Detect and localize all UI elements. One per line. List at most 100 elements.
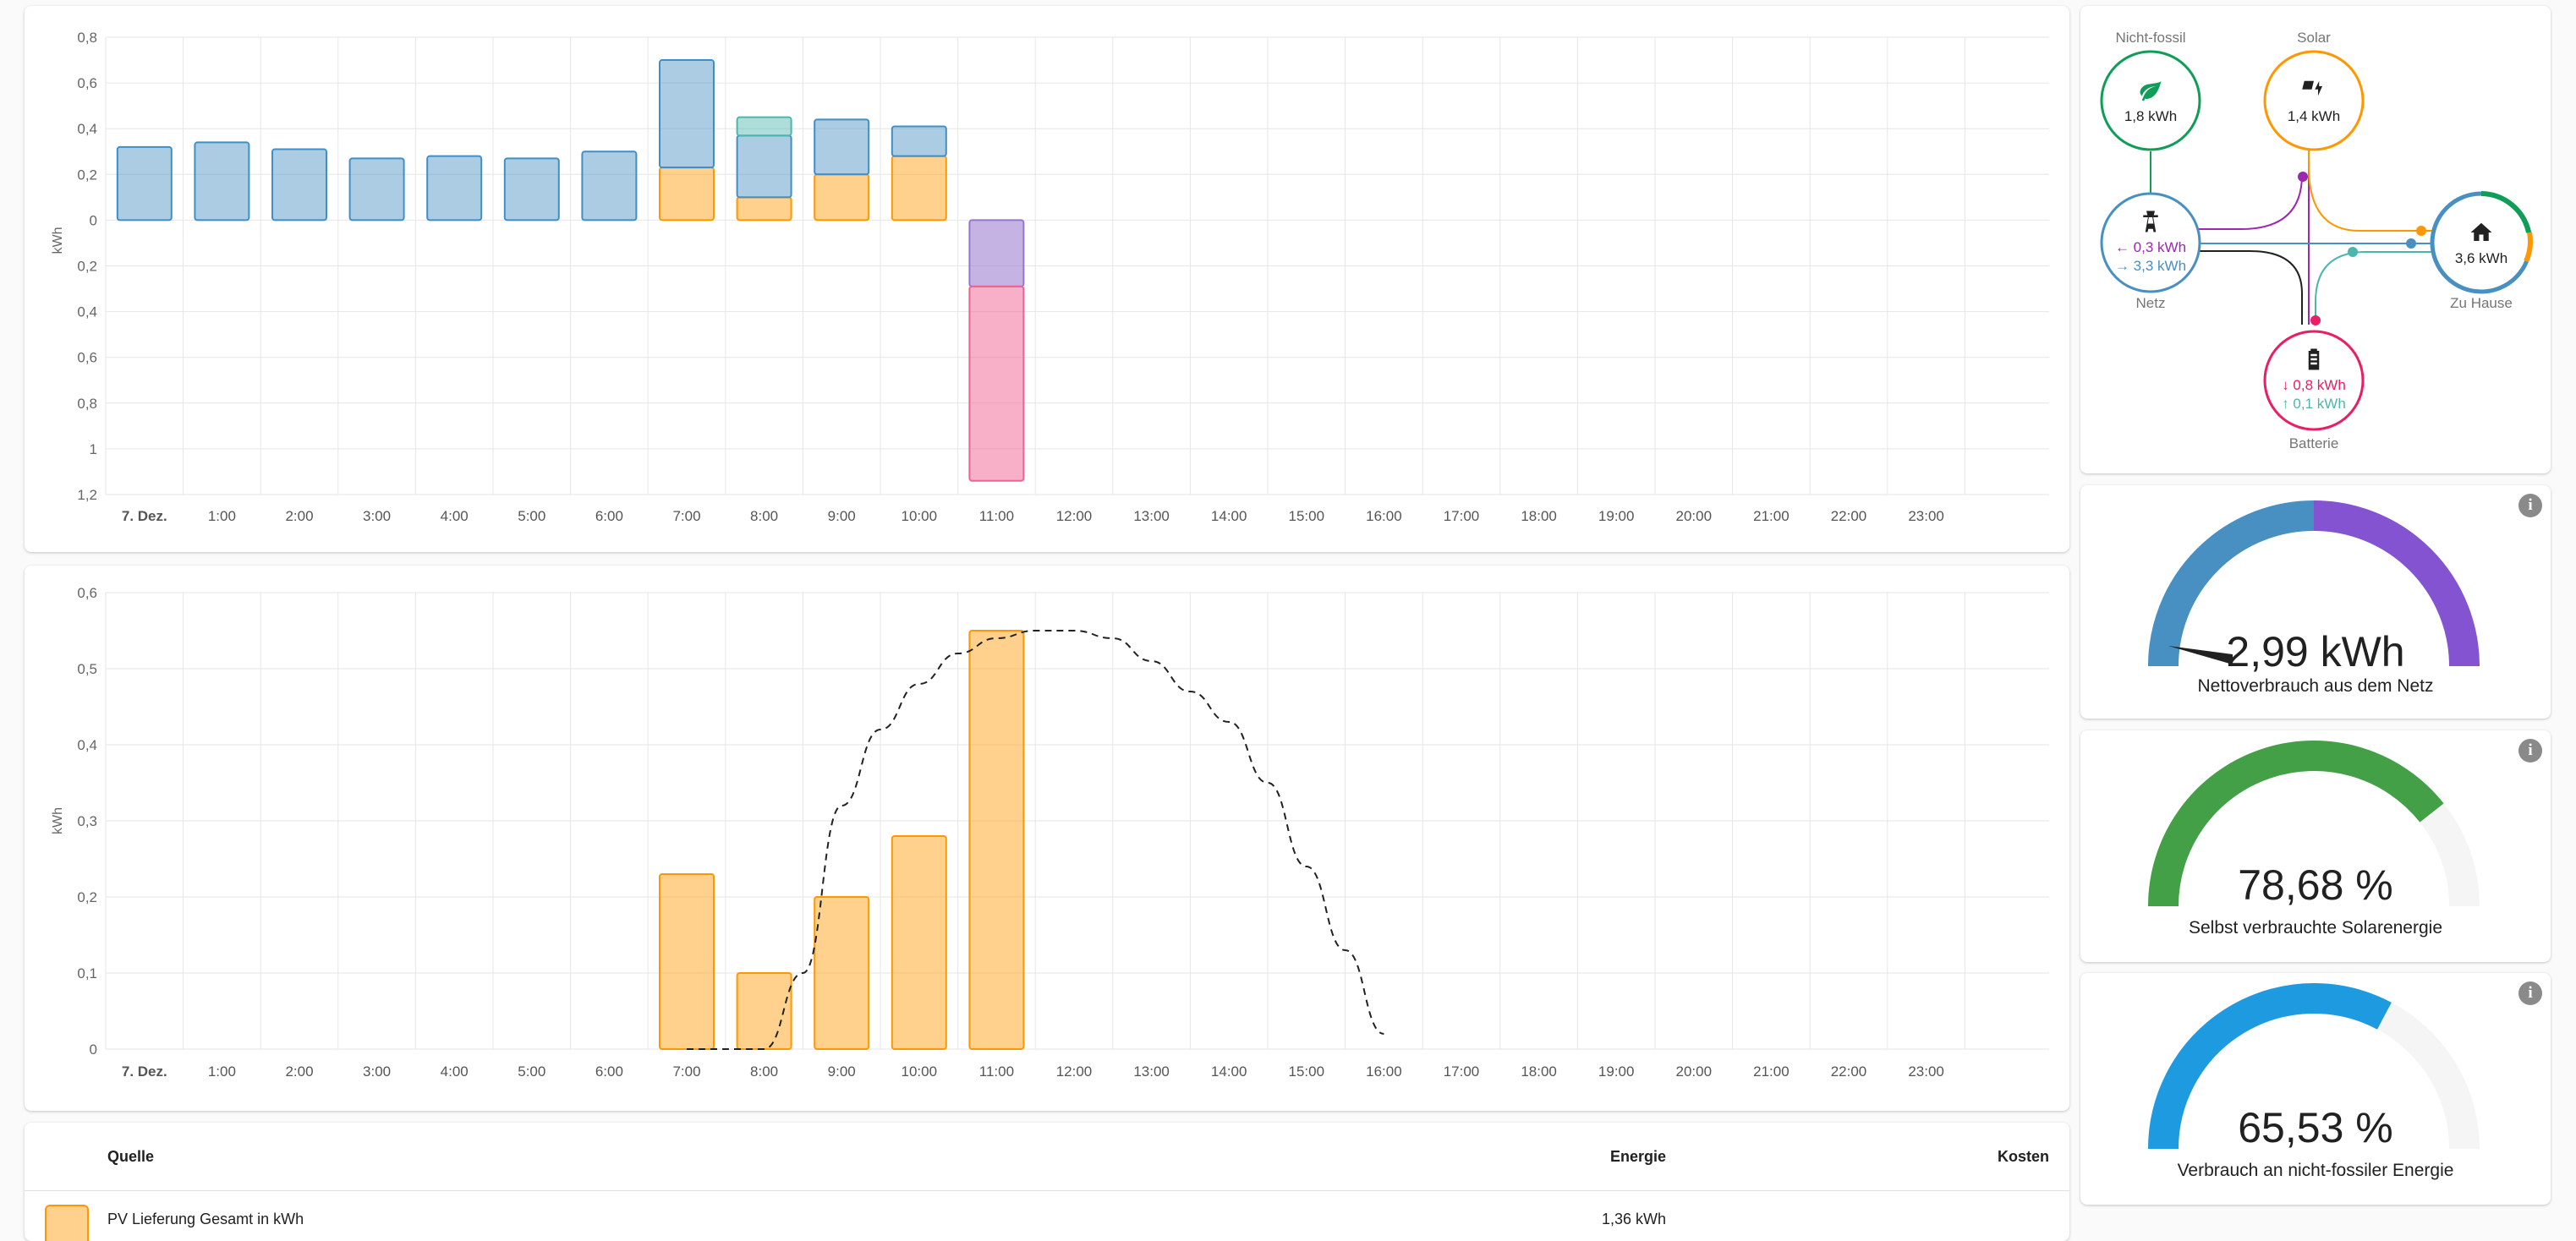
y-tick-label: 0,6 [77,350,97,366]
x-tick-label: 11:00 [979,508,1014,524]
bar-to-battery [968,285,1025,482]
x-tick-label: 5:00 [518,1063,545,1080]
bar-netz [581,150,638,221]
nonfossil-node[interactable]: 1,8 kWh [2102,52,2200,150]
battery-out-value: ↑ 0,1 kWh [2282,396,2346,412]
bar-solar [659,167,715,221]
x-tick-label: 16:00 [1366,508,1402,524]
bar-netz [814,118,870,176]
gauge-value: 78,68 % [2238,861,2393,909]
grid-label: Netz [2135,295,2166,311]
x-tick-label: 11:00 [979,1063,1014,1080]
bar-netz [891,125,947,157]
nonfossil-consumption-card: i 65,53 % Verbrauch an nicht-fossiler En… [2080,973,2551,1205]
x-tick-label: 22:00 [1831,508,1867,524]
x-tick-label: 7. Dez. [122,508,167,524]
gauge-needle [2168,646,2233,664]
table-header-cost[interactable]: Kosten [1997,1148,2049,1165]
self-consumed-solar-gauge [2148,741,2480,907]
x-tick-label: 13:00 [1133,508,1170,524]
x-tick-label: 2:00 [285,508,313,524]
x-tick-label: 14:00 [1211,508,1247,524]
energy-flow-lines [2100,50,2533,431]
x-tick-label: 12:00 [1056,508,1093,524]
x-tick-label: 19:00 [1598,1063,1635,1080]
table-cell-source: PV Lieferung Gesamt in kWh [107,1211,304,1227]
x-tick-label: 6:00 [595,508,623,524]
y-axis-label: kWh [51,227,65,254]
y-tick-label: 0,4 [77,304,97,320]
y-tick-label: 0,8 [77,30,97,46]
x-tick-label: 23:00 [1908,1063,1944,1080]
table-divider [25,1190,2069,1191]
table-header-energy[interactable]: Energie [1609,1148,1666,1165]
info-icon[interactable]: i [2518,494,2542,517]
x-tick-label: 3:00 [363,1063,391,1080]
x-tick-label: 2:00 [285,1063,313,1080]
y-tick-label: 0 [90,1041,97,1058]
bar-pv-production [814,896,870,1050]
x-tick-label: 7:00 [672,508,700,524]
home-icon [2470,222,2492,241]
grid-node[interactable]: ← 0,3 kWh → 3,3 kWh [2102,194,2200,292]
grid-to-value: → 3,3 kWh [2114,258,2187,274]
table-row: PV Lieferung Gesamt in kWh 1,36 kWh [25,1191,2069,1241]
solar-node[interactable]: 1,4 kWh [2265,52,2363,150]
y-tick-label: 0 [90,212,97,228]
x-tick-label: 15:00 [1289,508,1325,524]
x-tick-label: 18:00 [1521,508,1557,524]
gauge-label: Selbst verbrauchte Solarenergie [2188,918,2442,938]
nonfossil-value: 1,8 kWh [2124,108,2178,124]
bar-solar [891,155,947,221]
y-tick-label: 0,4 [77,737,97,753]
energy-usage-chart[interactable]: 0,8 0,6 0,4 0,2 0 0,2 0,4 0,6 0,8 1 1,2 7. Dez. 1:00… [25,6,2069,552]
solar-label: Solar [2297,30,2331,46]
battery-icon [2308,348,2320,370]
grid-from-value: ← 0,3 kWh [2114,239,2187,255]
x-tick-label: 10:00 [902,1063,938,1080]
y-axis-label: kWh [51,807,65,834]
solar-production-chart[interactable]: 0,6 0,5 0,4 0,3 0,2 0,1 0 7. Dez. 1:00 2:00 3:00 4:… [25,566,2069,1111]
bar-netz [194,141,250,221]
x-tick-label: 13:00 [1133,1063,1170,1080]
nonfossil-label: Nicht-fossil [2115,30,2186,46]
gauge-label: Nettoverbrauch aus dem Netz [2197,676,2434,696]
x-tick-label: 1:00 [208,1063,236,1080]
bar-netz [659,59,715,169]
y-tick-label: 0,3 [77,813,97,829]
y-tick-label: 0,2 [77,889,97,905]
y-tick-label: 0,1 [77,965,97,981]
info-icon[interactable]: i [2518,739,2542,763]
x-tick-label: 9:00 [828,508,856,524]
x-tick-label: 4:00 [441,1063,469,1080]
grid-net-consumption-card: i 2,99 kWh Nettoverbrauch aus dem Netz [2080,485,2551,719]
self-consumed-solar-card: i 78,68 % Selbst verbrauchte Solarenergi… [2080,730,2551,962]
home-node[interactable]: 3,6 kWh [2432,194,2530,292]
y-tick-label: 0,6 [77,585,97,601]
sources-table-card: Quelle Energie Kosten PV Lieferung Gesam… [25,1123,2069,1241]
x-tick-label: 6:00 [595,1063,623,1080]
bar-netz [426,155,483,221]
bar-netz [503,157,560,221]
info-icon[interactable]: i [2518,981,2542,1005]
x-tick-label: 7. Dez. [122,1063,167,1080]
battery-in-value: ↓ 0,8 kWh [2282,377,2346,393]
x-tick-label: 18:00 [1521,1063,1557,1080]
y-tick-label: 0,2 [77,259,97,275]
bar-batterie [736,116,792,137]
bar-solar [736,196,792,221]
bar-to-battery [968,219,1025,287]
battery-label: Batterie [2288,435,2339,451]
nonfossil-consumption-gauge [2148,983,2480,1150]
x-tick-label: 15:00 [1289,1063,1325,1080]
gauge-value: 65,53 % [2238,1104,2393,1151]
table-header-source[interactable]: Quelle [107,1148,155,1165]
forecast-line [686,630,1384,1051]
leaf-icon [2140,80,2162,101]
battery-node[interactable]: ↓ 0,8 kWh ↑ 0,1 kWh [2265,331,2363,429]
x-tick-label: 3:00 [363,508,391,524]
energy-usage-card: 0,8 0,6 0,4 0,2 0 0,2 0,4 0,6 0,8 1 1,2 7. Dez. 1:00… [25,6,2069,552]
x-tick-label: 5:00 [518,508,545,524]
y-tick-label: 0,2 [77,167,97,183]
x-tick-label: 1:00 [208,508,236,524]
